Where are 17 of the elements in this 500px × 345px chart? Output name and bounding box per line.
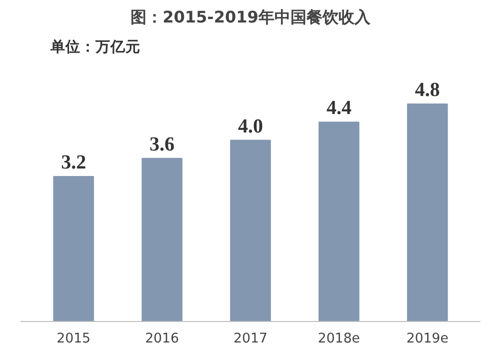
data-label: 4.0 [238, 115, 263, 138]
x-tick-label: 2015 [56, 332, 91, 345]
x-tick-label: 2019e [406, 332, 448, 345]
x-tick-label: 2018e [318, 332, 360, 345]
data-label: 3.6 [150, 133, 175, 156]
chart-title: 图：2015-2019年中国餐饮收入 [130, 8, 372, 26]
data-label: 4.4 [326, 97, 352, 120]
bar [407, 104, 448, 322]
x-tick-label: 2016 [145, 332, 179, 345]
bar [142, 158, 182, 322]
bar [318, 122, 360, 322]
bar [53, 176, 94, 322]
data-label: 4.8 [414, 79, 440, 101]
chart-subtitle: 单位：万亿元 [50, 38, 140, 56]
x-tick-label: 2017 [234, 332, 268, 345]
data-label: 3.2 [61, 152, 86, 174]
bar [230, 140, 271, 322]
